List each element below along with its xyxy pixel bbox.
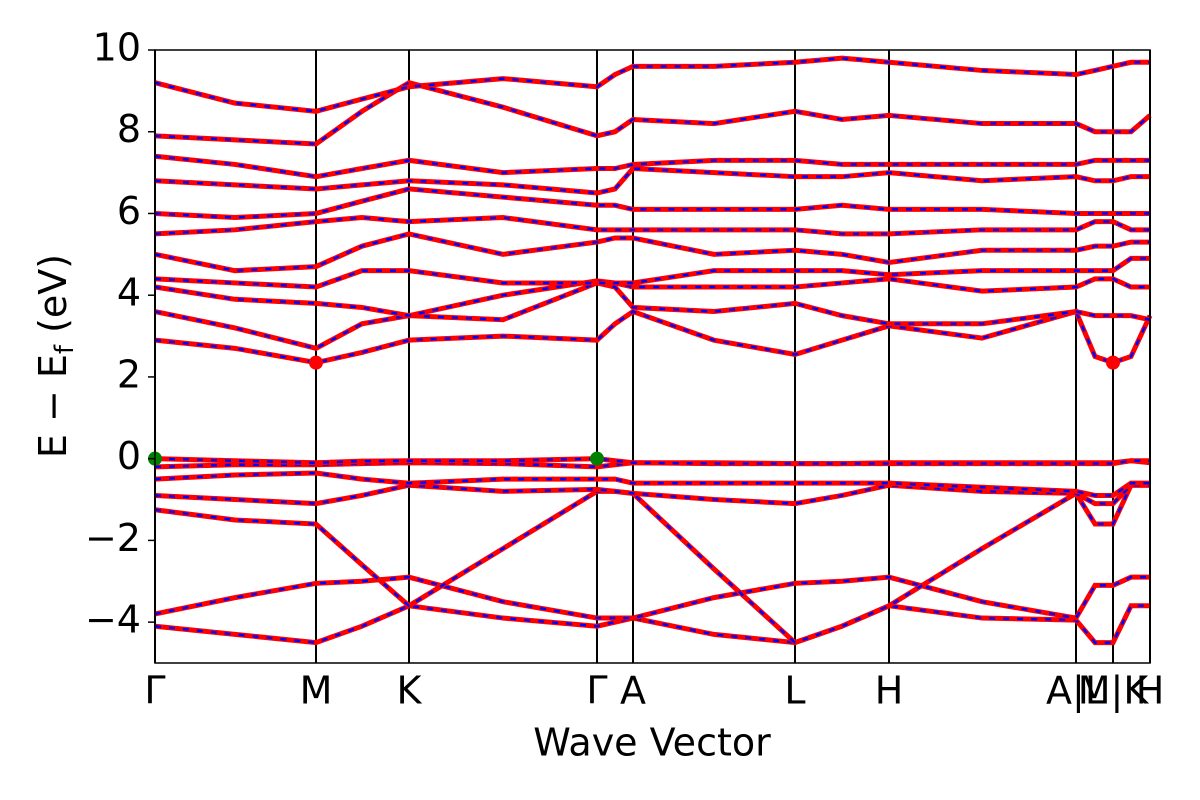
band-line-dashed [154,216,1150,236]
band-line-dashed [154,604,1150,644]
y-tick-label: −2 [85,516,141,560]
plot-area [155,50,1150,663]
y-label-main: E − E [31,354,75,458]
band-line-dashed [154,155,1150,178]
x-tick-label: H [1136,669,1165,713]
x-tick-label: A|L [1046,669,1106,714]
band-line-dashed [154,310,1152,364]
x-tick-label: A [620,669,646,713]
y-axis-label: E − Ef (eV) [31,254,80,458]
band-line-dashed [154,187,1150,219]
x-axis-label: Wave Vector [533,721,771,765]
y-label-sub: f [50,344,80,354]
x-tick-label: H [875,669,904,713]
x-tick-label: M|K [1078,669,1150,714]
band-line-dashed [154,232,1150,272]
extremum-marker [309,355,323,370]
extremum-marker [590,451,604,466]
x-tick-label: Γ [586,669,607,713]
band-line-dashed [154,257,1150,289]
band-line [154,482,1150,646]
x-tick-label: M [300,669,333,713]
band-line-dashed [154,81,1151,146]
band-line-dashed [154,457,1150,465]
y-tick-label: 4 [117,271,141,315]
band-line-dashed [154,483,1150,505]
y-tick-label: 0 [117,434,141,478]
extremum-marker [1106,355,1120,370]
band-line-dashed [154,277,1150,317]
y-tick-label: 6 [117,189,141,233]
plot-frame [154,49,1151,664]
band-line [154,574,1150,621]
y-label-unit: (eV) [31,254,75,333]
x-tick-label: Γ [144,669,165,713]
y-tick-label: 8 [117,107,141,151]
band-line-dashed [154,281,1151,350]
band-line-dashed [154,471,1150,497]
x-tick-label: L [784,669,805,713]
band-line [154,165,1150,196]
band-line-dashed [154,56,1150,113]
x-tick-label: K [397,669,423,713]
y-tick-label: 2 [117,352,141,396]
y-tick-label: −4 [85,598,141,642]
y-tick-label: 10 [93,26,141,70]
